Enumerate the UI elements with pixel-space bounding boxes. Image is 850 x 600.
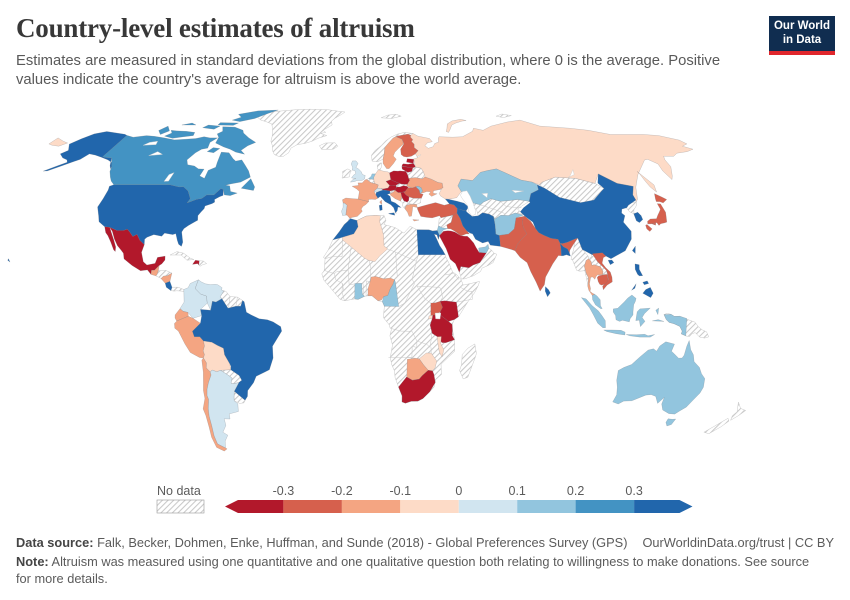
svg-text:0.2: 0.2 [567, 484, 584, 498]
svg-text:-0.3: -0.3 [273, 484, 295, 498]
svg-text:-0.2: -0.2 [331, 484, 353, 498]
svg-text:0.1: 0.1 [509, 484, 526, 498]
svg-text:No data: No data [157, 484, 201, 498]
svg-text:0: 0 [455, 484, 462, 498]
svg-text:-0.1: -0.1 [390, 484, 412, 498]
svg-text:0.3: 0.3 [625, 484, 642, 498]
